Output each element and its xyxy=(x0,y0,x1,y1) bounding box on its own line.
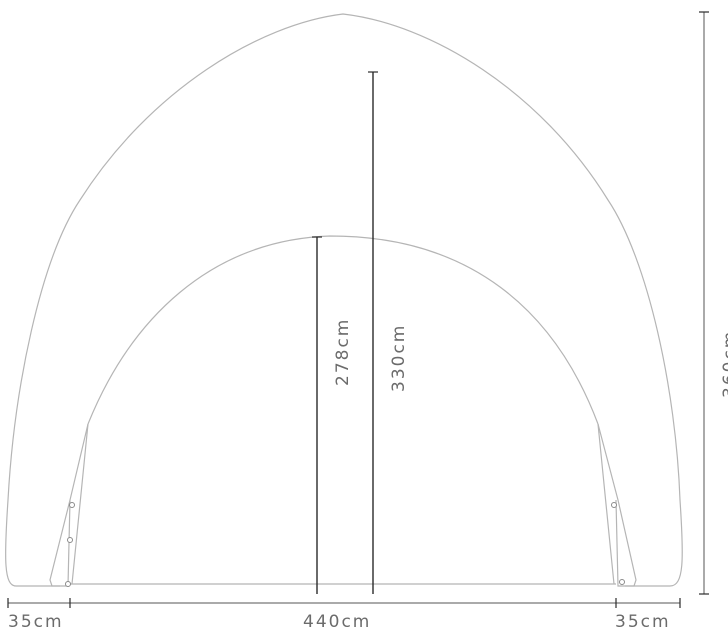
mid-height-label: 330cm xyxy=(389,324,409,392)
span-label: 440cm xyxy=(303,612,371,632)
right-leg-hole-bottom xyxy=(619,579,625,585)
left-leg-hole-bottom xyxy=(65,581,71,587)
left-leg xyxy=(49,423,89,587)
right-leg-inner xyxy=(597,423,615,585)
right-leg xyxy=(597,423,637,587)
left-leg-label: 35cm xyxy=(8,612,64,632)
right-leg-label: 35cm xyxy=(615,612,671,632)
left-leg-hole-mid xyxy=(67,537,73,543)
total-height-label: 360cm xyxy=(720,330,728,398)
left-leg-inner xyxy=(71,423,89,585)
left-leg-hole-top xyxy=(69,502,75,508)
outer-canopy-outline xyxy=(5,13,683,587)
inner-height-label: 278cm xyxy=(333,318,353,386)
inner-arch-outline xyxy=(87,235,599,425)
right-leg-hole-top xyxy=(611,502,617,508)
